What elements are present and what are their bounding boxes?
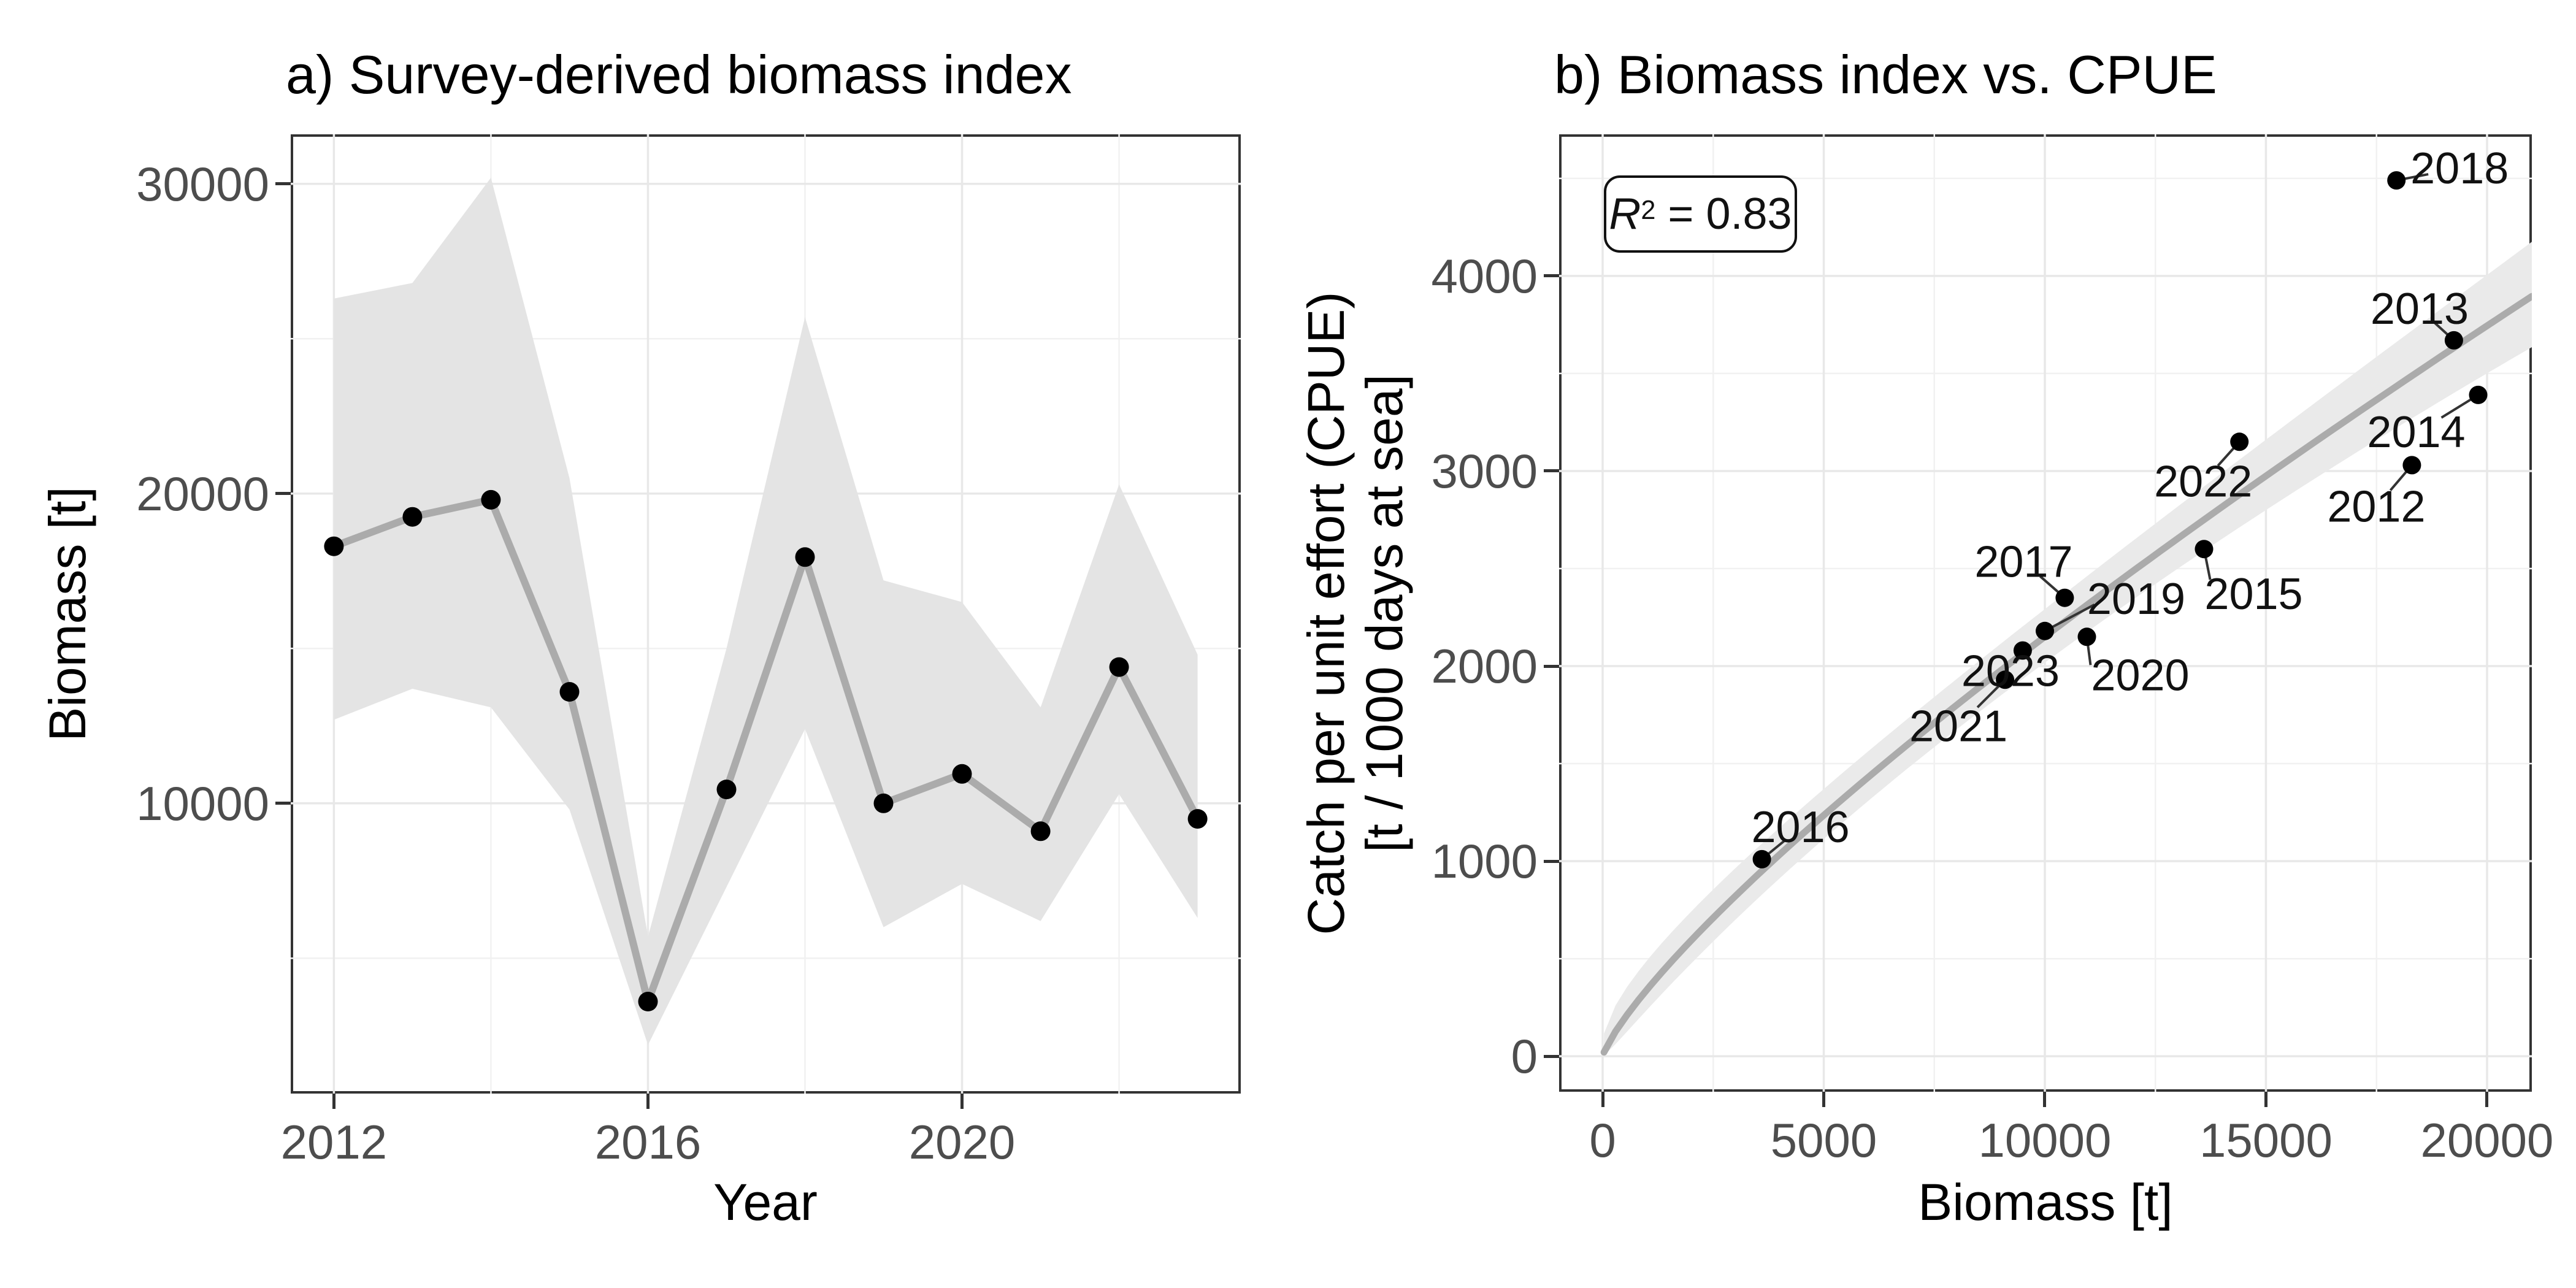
- panel-b-x-axis-title: Biomass [t]: [1918, 1173, 2173, 1231]
- y-axis-tick-label: 30000: [136, 156, 269, 211]
- r-squared-symbol: R: [1609, 190, 1641, 239]
- data-point: [481, 489, 501, 510]
- x-axis-tick: [1822, 1092, 1825, 1107]
- x-axis-tick: [960, 1094, 964, 1109]
- x-axis-tick-label: 5000: [1770, 1113, 1877, 1167]
- x-axis-tick-label: 2020: [908, 1115, 1016, 1169]
- data-point: [2469, 385, 2488, 404]
- y-axis-tick-label: 1000: [1431, 834, 1538, 889]
- data-point: [2013, 641, 2032, 660]
- panel-b-title: b) Biomass index vs. CPUE: [1554, 44, 2217, 105]
- y-axis-tick: [1544, 664, 1559, 668]
- data-point: [1187, 809, 1208, 829]
- point-year-label: 2014: [2367, 408, 2465, 457]
- x-axis-tick: [1601, 1092, 1604, 1107]
- x-axis-tick-label: 10000: [1978, 1113, 2112, 1167]
- point-year-label: 2022: [2154, 457, 2252, 506]
- data-point: [795, 547, 815, 567]
- confidence-ribbon: [334, 177, 1198, 1045]
- data-point: [2387, 171, 2406, 190]
- label-leader-line: [2044, 603, 2095, 632]
- fit-confidence-band: [1604, 242, 2532, 1056]
- x-axis-tick: [2043, 1092, 2047, 1107]
- x-axis-tick-label: 2016: [594, 1115, 702, 1169]
- point-year-label: 2013: [2371, 285, 2469, 334]
- y-axis-tick: [1544, 1054, 1559, 1058]
- data-point: [1996, 670, 2015, 689]
- panel-a-title: a) Survey-derived biomass index: [286, 44, 1072, 105]
- panel-a-plot-area: [291, 134, 1241, 1094]
- x-axis-tick: [2485, 1092, 2489, 1107]
- x-axis-tick-label: 2012: [280, 1115, 388, 1169]
- data-point: [2195, 540, 2214, 559]
- data-point: [2036, 621, 2054, 640]
- point-year-label: 2023: [1961, 647, 2060, 696]
- data-point: [2444, 331, 2463, 350]
- r-squared-value: 0.83: [1706, 190, 1792, 239]
- data-point: [1030, 821, 1051, 841]
- data-point: [1109, 657, 1129, 677]
- y-axis-tick-label: 10000: [136, 776, 269, 830]
- panel-b-chart: 2012 2013 2014 2015 2016 2017 2018 2019 2020 2021…: [1559, 134, 2532, 1092]
- x-axis-tick: [332, 1094, 335, 1109]
- point-year-label: 2018: [2410, 144, 2509, 193]
- point-year-label: 2021: [1909, 702, 2007, 751]
- y-axis-tick-label: 20000: [136, 466, 269, 521]
- y-axis-tick: [1544, 274, 1559, 278]
- y-axis-tick: [275, 802, 291, 805]
- data-point: [952, 764, 972, 784]
- x-axis-tick-label: 0: [1589, 1113, 1616, 1167]
- data-point: [2055, 588, 2074, 607]
- data-point: [324, 536, 344, 556]
- y-axis-tick-label: 3000: [1431, 443, 1538, 498]
- y-axis-tick-label: 0: [1511, 1029, 1538, 1084]
- data-point: [716, 780, 737, 800]
- point-year-label: 2020: [2091, 651, 2189, 700]
- y-axis-tick: [1544, 859, 1559, 863]
- y-axis-tick-label: 4000: [1431, 248, 1538, 303]
- x-axis-tick: [646, 1094, 650, 1109]
- data-point: [402, 507, 423, 527]
- y-axis-tick: [1544, 469, 1559, 473]
- r-squared-equals: =: [1655, 190, 1706, 239]
- data-point: [638, 992, 658, 1011]
- point-year-label: 2017: [1974, 538, 2072, 587]
- data-point: [1752, 849, 1771, 868]
- point-year-label: 2015: [2204, 570, 2302, 619]
- x-axis-tick-label: 20000: [2420, 1113, 2554, 1167]
- y-axis-tick: [275, 182, 291, 186]
- x-axis-tick-label: 15000: [2199, 1113, 2333, 1167]
- panel-b-y-axis-title-line1: Catch per unit effort (CPUE): [1297, 291, 1355, 935]
- y-axis-tick: [275, 492, 291, 496]
- biomass-line: [330, 496, 1202, 1005]
- panel-b-plot-area: 2012 2013 2014 2015 2016 2017 2018 2019 2020 2021…: [1559, 134, 2532, 1092]
- point-year-label: 2016: [1752, 803, 1850, 852]
- panel-a-chart: [291, 134, 1241, 1094]
- data-point: [873, 793, 894, 813]
- data-point: [2230, 432, 2249, 451]
- panel-a-x-axis-title: Year: [713, 1173, 818, 1231]
- point-year-label: 2012: [2327, 482, 2425, 531]
- data-point: [2402, 456, 2421, 475]
- x-axis-tick: [2264, 1092, 2267, 1107]
- point-year-label: 2019: [2087, 575, 2185, 624]
- y-axis-tick-label: 2000: [1431, 639, 1538, 693]
- data-point: [2077, 627, 2096, 646]
- data-point: [559, 682, 580, 702]
